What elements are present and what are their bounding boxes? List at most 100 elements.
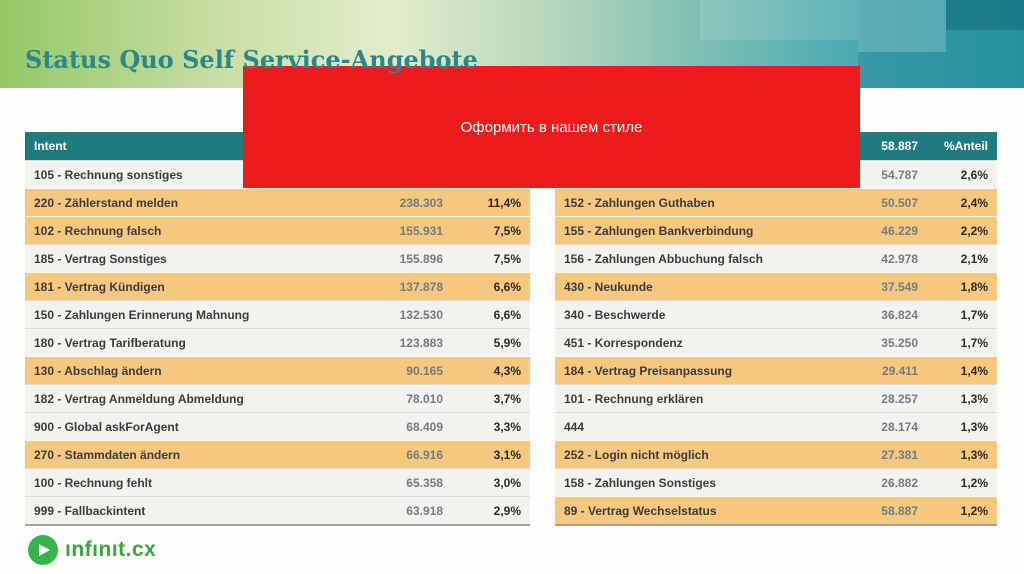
intent-count: 42.978 — [881, 251, 918, 266]
intent-share: 2,4% — [960, 195, 988, 210]
intent-count: 78.010 — [406, 391, 443, 406]
table-row: 340 - Beschwerde 36.824 1,7% — [555, 300, 997, 328]
banner-decor — [858, 0, 1024, 88]
intent-label: 150 - Zahlungen Erinnerung Mahnung — [34, 307, 250, 322]
intent-label: 184 - Vertrag Preisanpassung — [564, 363, 733, 378]
intent-label: 181 - Vertrag Kündigen — [34, 279, 165, 294]
intent-count: 155.896 — [399, 251, 443, 266]
intent-share: 2,9% — [493, 503, 521, 518]
intent-share: 1,3% — [960, 391, 988, 406]
intent-count: 35.250 — [881, 335, 918, 350]
column-header-count: 58.887 — [881, 139, 918, 153]
table-body-right: 54.787 2,6% 152 - Zahlungen Guthaben 50.507… — [555, 160, 997, 524]
table-row: 270 - Stammdaten ändern 66.916 3,1% — [25, 440, 530, 468]
intent-count: 37.549 — [881, 279, 918, 294]
intent-label: 270 - Stammdaten ändern — [34, 447, 181, 462]
intent-label: 101 - Rechnung erklären — [564, 391, 704, 406]
table-row: 155 - Zahlungen Bankverbindung 46.229 2,2% — [555, 216, 997, 244]
intent-label: 100 - Rechnung fehlt — [34, 475, 153, 490]
intent-label: 444 — [564, 419, 585, 434]
intent-share: 1,7% — [960, 335, 988, 350]
intent-share: 4,3% — [493, 363, 521, 378]
intent-label: 451 - Korrespondenz — [564, 335, 683, 350]
intent-share: 6,6% — [493, 279, 521, 294]
table-row: 182 - Vertrag Anmeldung Abmeldung 78.010 3… — [25, 384, 530, 412]
intent-label: 252 - Login nicht möglich — [564, 447, 709, 462]
intent-share: 2,1% — [960, 251, 988, 266]
intent-share: 3,1% — [493, 447, 521, 462]
intent-count: 46.229 — [881, 223, 918, 238]
intent-share: 1,3% — [960, 447, 988, 462]
intent-label: 999 - Fallbackintent — [34, 503, 146, 518]
intent-share: 7,5% — [493, 223, 521, 238]
table-row: 185 - Vertrag Sonstiges 155.896 7,5% — [25, 244, 530, 272]
table-row: 100 - Rechnung fehlt 65.358 3,0% — [25, 468, 530, 496]
table-row: 451 - Korrespondenz 35.250 1,7% — [555, 328, 997, 356]
table-body-left: 105 - Rechnung sonstiges 220 - Zählerstan… — [25, 160, 530, 524]
table-row: 158 - Zahlungen Sonstiges 26.882 1,2% — [555, 468, 997, 496]
intent-count: 26.882 — [881, 475, 918, 490]
intent-count: 132.530 — [399, 307, 443, 322]
intent-count: 137.878 — [399, 279, 443, 294]
table-row: 184 - Vertrag Preisanpassung 29.411 1,4% — [555, 356, 997, 384]
intent-share: 1,8% — [960, 279, 988, 294]
table-row: 150 - Zahlungen Erinnerung Mahnung 132.53… — [25, 300, 530, 328]
table-row: 152 - Zahlungen Guthaben 50.507 2,4% — [555, 188, 997, 216]
intent-count: 155.931 — [399, 223, 443, 238]
table-row: 999 - Fallbackintent 63.918 2,9% — [25, 496, 530, 524]
table-row: 102 - Rechnung falsch 155.931 7,5% — [25, 216, 530, 244]
table-row: 220 - Zählerstand melden 238.303 11,4% — [25, 188, 530, 216]
table-row: 444 28.174 1,3% — [555, 412, 997, 440]
table-row: 156 - Zahlungen Abbuchung falsch 42.978 2,… — [555, 244, 997, 272]
intent-share: 1,4% — [960, 363, 988, 378]
table-row: 130 - Abschlag ändern 90.165 4,3% — [25, 356, 530, 384]
intent-label: 158 - Zahlungen Sonstiges — [564, 475, 717, 490]
intent-count: 29.411 — [881, 363, 918, 378]
intent-label: 152 - Zahlungen Guthaben — [564, 195, 715, 210]
column-header-intent: Intent — [34, 139, 67, 153]
intent-label: 185 - Vertrag Sonstiges — [34, 251, 167, 266]
intent-count: 65.358 — [406, 475, 443, 490]
table-row: 181 - Vertrag Kündigen 137.878 6,6% — [25, 272, 530, 300]
intent-label: 900 - Global askForAgent — [34, 419, 179, 434]
intent-label: 89 - Vertrag Wechselstatus — [564, 503, 717, 518]
intent-share: 5,9% — [493, 335, 521, 350]
intent-share: 3,7% — [493, 391, 521, 406]
table-row: 180 - Vertrag Tarifberatung 123.883 5,9% — [25, 328, 530, 356]
logo-text: ınfınıt.cx — [65, 538, 157, 561]
page-title: Status Quo Self Service-Angebote — [25, 45, 478, 74]
intent-share: 1,2% — [960, 475, 988, 490]
intent-label: 182 - Vertrag Anmeldung Abmeldung — [34, 391, 244, 406]
footer-logo: ınfınıt.cx — [28, 533, 156, 567]
banner-decor — [946, 0, 1024, 30]
intent-label: 155 - Zahlungen Bankverbindung — [564, 223, 754, 238]
play-triangle-icon — [39, 544, 50, 556]
logo-play-icon — [28, 535, 58, 565]
intent-count: 27.381 — [881, 447, 918, 462]
intent-count: 28.257 — [881, 391, 918, 406]
table-row: 252 - Login nicht möglich 27.381 1,3% — [555, 440, 997, 468]
intent-count: 28.174 — [881, 419, 918, 434]
intent-count: 63.918 — [406, 503, 443, 518]
intent-share: 11,4% — [487, 195, 521, 210]
annotation-text: Оформить в нашем стиле — [460, 118, 643, 136]
table-row: 89 - Vertrag Wechselstatus 58.887 1,2% — [555, 496, 997, 524]
intent-count: 54.787 — [881, 167, 918, 182]
intent-table-right: 58.887 %Anteil 54.787 2,6% 152 - Zahlungen… — [555, 132, 997, 526]
intent-count: 238.303 — [399, 195, 443, 210]
intent-share: 1,3% — [960, 419, 988, 434]
table-row: 900 - Global askForAgent 68.409 3,3% — [25, 412, 530, 440]
intent-share: 6,6% — [493, 307, 521, 322]
intent-count: 68.409 — [406, 419, 443, 434]
intent-count: 90.165 — [406, 363, 443, 378]
intent-label: 430 - Neukunde — [564, 279, 653, 294]
intent-label: 340 - Beschwerde — [564, 307, 666, 322]
intent-label: 180 - Vertrag Tarifberatung — [34, 335, 186, 350]
intent-label: 102 - Rechnung falsch — [34, 223, 162, 238]
intent-label: 156 - Zahlungen Abbuchung falsch — [564, 251, 763, 266]
intent-share: 3,0% — [493, 475, 521, 490]
intent-share: 2,6% — [960, 167, 988, 182]
intent-share: 2,2% — [960, 223, 988, 238]
table-row: 430 - Neukunde 37.549 1,8% — [555, 272, 997, 300]
